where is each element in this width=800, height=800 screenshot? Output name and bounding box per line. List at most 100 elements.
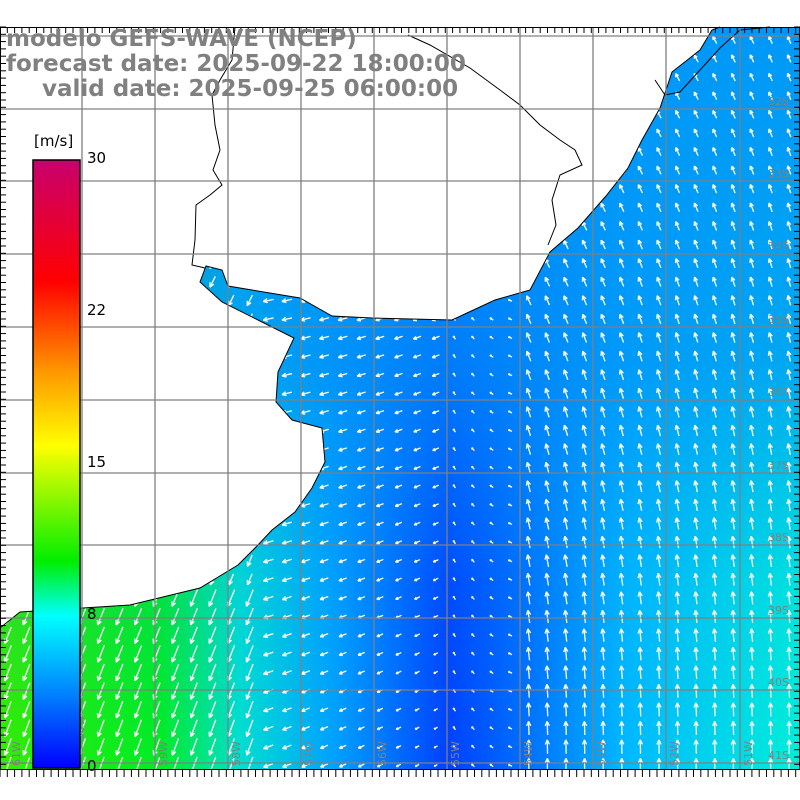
wind-arrow: [618, 443, 625, 455]
wind-arrow: [711, 424, 718, 437]
wind-arrow: [134, 127, 142, 139]
wind-arrow: [712, 109, 718, 119]
wind-arrow: [656, 646, 662, 661]
wind-arrow: [338, 633, 347, 638]
wind-arrow: [318, 279, 330, 285]
wind-arrow: [525, 91, 532, 100]
wind-arrow: [97, 257, 105, 270]
wind-arrow: [600, 443, 606, 455]
wind-arrow: [712, 146, 718, 156]
wind-arrow: [507, 633, 513, 637]
wind-arrow: [471, 354, 475, 359]
wind-arrow: [581, 313, 588, 325]
wind-arrow: [674, 350, 680, 362]
wind-arrow: [4, 517, 11, 530]
wind-arrow: [452, 167, 457, 173]
wind-arrow: [22, 626, 31, 645]
wind-arrow: [375, 335, 385, 341]
wind-arrow: [562, 517, 569, 530]
wind-arrow: [674, 443, 680, 455]
wind-arrow: [432, 447, 440, 452]
wind-arrow: [337, 261, 348, 266]
wind-arrow: [338, 577, 347, 582]
wind-arrow: [693, 684, 699, 698]
wind-arrow: [281, 316, 293, 322]
wind-arrow: [300, 577, 311, 583]
wind-arrow: [767, 517, 774, 530]
wind-arrow: [134, 201, 142, 214]
wind-arrow: [4, 499, 11, 511]
wind-arrow: [23, 350, 30, 363]
wind-arrow: [376, 763, 383, 768]
wind-arrow: [525, 73, 532, 81]
wind-arrow: [544, 721, 551, 736]
wind-arrow: [489, 521, 494, 526]
wind-arrow: [674, 517, 680, 530]
wind-arrow: [618, 498, 625, 511]
wind-arrow: [544, 646, 550, 661]
wind-arrow: [711, 554, 718, 567]
wind-arrow: [786, 109, 792, 119]
wind-arrow: [246, 201, 254, 214]
wind-arrow: [674, 628, 681, 642]
wind-arrow: [618, 36, 625, 44]
wind-arrow: [23, 257, 30, 270]
wind-arrow: [786, 591, 792, 605]
wind-arrow: [674, 554, 680, 567]
wind-arrow: [376, 633, 384, 638]
wind-arrow: [245, 645, 254, 663]
wind-arrow: [693, 109, 699, 119]
wind-arrow: [281, 149, 293, 155]
wind-arrow: [471, 484, 475, 489]
wind-arrow: [281, 428, 293, 434]
wind-arrow: [337, 223, 348, 229]
wind-arrow: [227, 164, 235, 177]
wind-arrow: [116, 201, 123, 214]
latitude-label: 36S: [768, 386, 789, 399]
wind-arrow: [338, 558, 347, 564]
wind-arrow: [600, 572, 606, 586]
wind-arrow: [562, 554, 569, 567]
wind-arrow: [619, 276, 625, 287]
wind-arrow: [281, 372, 293, 378]
wind-arrow: [320, 763, 329, 768]
wind-arrow: [412, 242, 422, 248]
wind-arrow: [115, 589, 124, 607]
wind-arrow: [656, 258, 662, 269]
wind-arrow: [544, 406, 550, 418]
wind-arrow: [637, 184, 644, 194]
wind-arrow: [581, 684, 588, 698]
wind-arrow: [171, 645, 180, 663]
longitude-label: 59W: [157, 741, 170, 766]
wind-arrow: [637, 702, 643, 717]
wind-arrow: [116, 573, 123, 586]
graticule: [0, 27, 800, 770]
wind-arrow: [618, 572, 625, 586]
wind-arrow: [563, 702, 569, 717]
wind-arrow: [525, 406, 532, 418]
wind-arrow: [338, 465, 348, 471]
wind-arrow: [452, 112, 457, 117]
wind-arrow: [395, 651, 402, 656]
wind-arrow: [357, 633, 366, 638]
wind-arrow: [190, 369, 198, 381]
wind-arrow: [600, 369, 606, 381]
wind-arrow: [525, 184, 532, 194]
wind-arrow: [749, 183, 755, 194]
wind-arrow: [637, 73, 644, 82]
wind-arrow: [749, 295, 755, 306]
latitude-label: 35S: [768, 313, 789, 326]
wind-arrow: [393, 186, 404, 192]
wind-arrow: [618, 369, 625, 381]
wind-arrow: [172, 238, 179, 251]
wind-arrow: [171, 201, 179, 214]
wind-arrow: [637, 739, 644, 754]
wind-arrow: [4, 164, 12, 177]
wind-arrow: [281, 632, 292, 638]
wind-arrow: [767, 369, 773, 381]
wind-arrow: [281, 595, 292, 601]
wind-arrow: [563, 424, 569, 437]
wind-arrow: [246, 424, 253, 437]
wind-arrow: [711, 535, 718, 549]
wind-arrow: [749, 554, 755, 567]
